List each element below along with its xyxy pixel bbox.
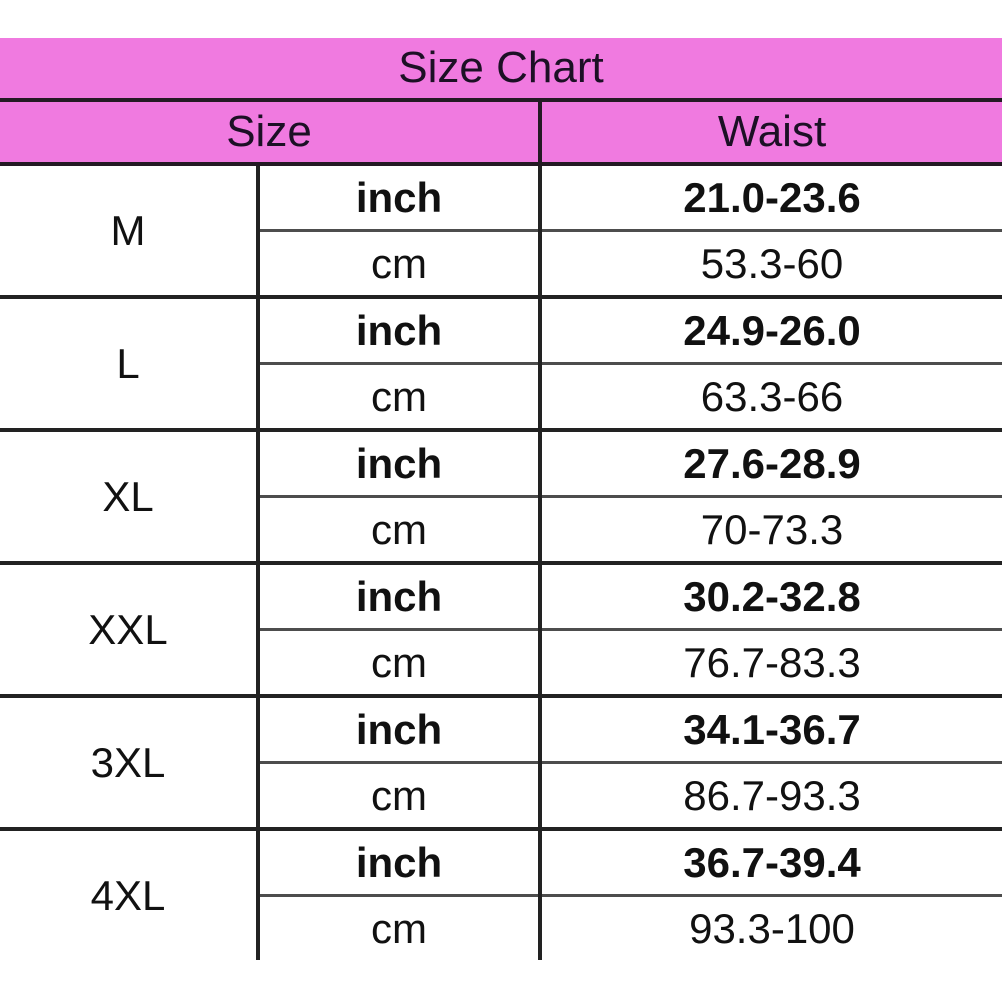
waist-value-inch: 27.6-28.9 — [537, 430, 1002, 498]
table-row-3xl-cm: cm 86.7-93.3 — [0, 762, 1002, 831]
table-row-l-cm: cm 63.3-66 — [0, 363, 1002, 432]
table-row-3xl-inch: 3XL inch 34.1-36.7 — [0, 696, 1002, 831]
unit-label-inch: inch — [258, 696, 540, 764]
waist-value-inch: 24.9-26.0 — [537, 297, 1002, 365]
waist-value-cm: 63.3-66 — [537, 363, 1002, 432]
table-row-4xl-cm: cm 93.3-100 — [0, 895, 1002, 960]
unit-label-cm: cm — [258, 230, 540, 299]
size-label: L — [0, 297, 260, 432]
table-row-m-inch: M inch 21.0-23.6 — [0, 164, 1002, 299]
size-chart-table: Size Chart Size Waist M inch 21.0-23.6 c… — [0, 38, 1002, 960]
header-row: Size Waist — [0, 100, 1002, 166]
size-label: XL — [0, 430, 260, 565]
waist-value-cm: 86.7-93.3 — [537, 762, 1002, 831]
table-row-xxl-cm: cm 76.7-83.3 — [0, 629, 1002, 698]
unit-label-inch: inch — [258, 563, 540, 631]
unit-label-inch: inch — [258, 164, 540, 232]
title-row: Size Chart — [0, 38, 1002, 102]
unit-label-cm: cm — [258, 762, 540, 831]
size-label: XXL — [0, 563, 260, 698]
size-label: M — [0, 164, 260, 299]
size-label: 3XL — [0, 696, 260, 831]
table-row-4xl-inch: 4XL inch 36.7-39.4 — [0, 829, 1002, 960]
waist-value-cm: 53.3-60 — [537, 230, 1002, 299]
table-row-l-inch: L inch 24.9-26.0 — [0, 297, 1002, 432]
unit-label-cm: cm — [258, 629, 540, 698]
column-header-size: Size — [0, 100, 540, 166]
table-title: Size Chart — [0, 38, 1002, 102]
unit-label-inch: inch — [258, 297, 540, 365]
unit-label-inch: inch — [258, 430, 540, 498]
table-row-xl-inch: XL inch 27.6-28.9 — [0, 430, 1002, 565]
column-header-waist: Waist — [537, 100, 1002, 166]
waist-value-inch: 30.2-32.8 — [537, 563, 1002, 631]
waist-value-cm: 93.3-100 — [537, 895, 1002, 960]
waist-value-cm: 70-73.3 — [537, 496, 1002, 565]
waist-value-inch: 36.7-39.4 — [537, 829, 1002, 897]
table-row-m-cm: cm 53.3-60 — [0, 230, 1002, 299]
unit-label-cm: cm — [258, 496, 540, 565]
waist-value-cm: 76.7-83.3 — [537, 629, 1002, 698]
size-label: 4XL — [0, 829, 260, 960]
waist-value-inch: 21.0-23.6 — [537, 164, 1002, 232]
waist-value-inch: 34.1-36.7 — [537, 696, 1002, 764]
unit-label-inch: inch — [258, 829, 540, 897]
table-row-xxl-inch: XXL inch 30.2-32.8 — [0, 563, 1002, 698]
unit-label-cm: cm — [371, 904, 427, 952]
unit-label-cm: cm — [258, 363, 540, 432]
table-row-xl-cm: cm 70-73.3 — [0, 496, 1002, 565]
